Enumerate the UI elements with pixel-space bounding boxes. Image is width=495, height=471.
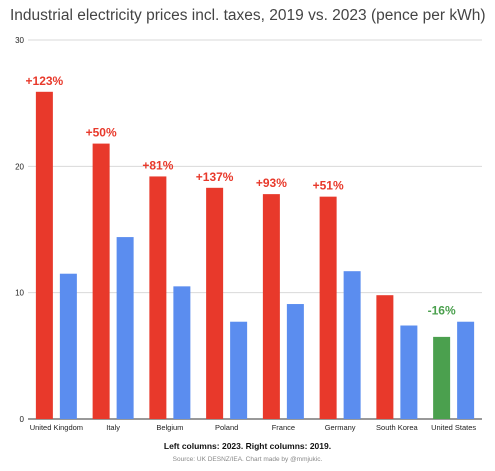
x-tick-label: Germany bbox=[325, 423, 356, 432]
bar-2019 bbox=[230, 321, 248, 419]
bar-2023 bbox=[35, 91, 53, 420]
bar-2019 bbox=[457, 321, 475, 419]
x-tick-label: United States bbox=[431, 423, 476, 432]
y-tick-label: 20 bbox=[15, 162, 24, 171]
bar-2023 bbox=[262, 194, 280, 419]
bar-2019 bbox=[286, 304, 304, 419]
x-tick-label: Poland bbox=[215, 423, 238, 432]
y-tick-label: 30 bbox=[15, 36, 24, 45]
chart-title: Industrial electricity prices incl. taxe… bbox=[10, 7, 486, 24]
percent-change-label: -16% bbox=[428, 304, 456, 318]
bar-2023 bbox=[206, 187, 224, 419]
percent-change-label: +137% bbox=[196, 170, 234, 184]
y-tick-label: 0 bbox=[20, 415, 25, 424]
bar-2019 bbox=[59, 273, 77, 419]
x-tick-label: South Korea bbox=[376, 423, 419, 432]
percent-change-label: +93% bbox=[256, 176, 287, 190]
x-tick-label: France bbox=[272, 423, 295, 432]
percent-change-label: +50% bbox=[86, 126, 117, 140]
bar-2019 bbox=[173, 286, 191, 419]
chart-source: Source: UK DESNZ/IEA. Chart made by @mmj… bbox=[172, 456, 323, 463]
percent-change-label: +81% bbox=[142, 158, 173, 172]
bar-2019 bbox=[343, 271, 361, 419]
bar-2019 bbox=[400, 325, 418, 419]
bar-2023 bbox=[92, 143, 110, 420]
y-tick-label: 10 bbox=[15, 289, 24, 298]
x-tick-label: United Kingdom bbox=[30, 423, 83, 432]
x-tick-label: Belgium bbox=[156, 423, 183, 432]
bar-2023 bbox=[433, 336, 451, 419]
percent-change-label: +123% bbox=[26, 74, 64, 88]
bar-2023 bbox=[149, 176, 167, 419]
bar-2023 bbox=[319, 196, 337, 419]
bar-2023 bbox=[376, 295, 394, 419]
chart-footnote: Left columns: 2023. Right columns: 2019. bbox=[163, 441, 332, 451]
x-tick-label: Italy bbox=[106, 423, 120, 432]
percent-change-label: +51% bbox=[313, 179, 344, 193]
bar-2019 bbox=[116, 237, 134, 419]
